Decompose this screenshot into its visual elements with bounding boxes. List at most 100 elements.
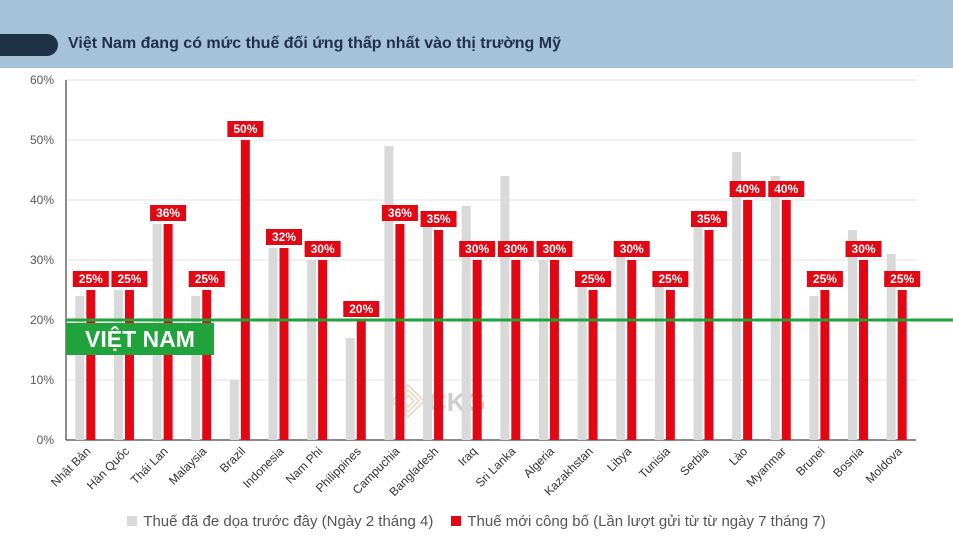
- y-tick-label: 30%: [30, 253, 54, 267]
- data-label: 25%: [890, 272, 914, 286]
- legend-swatch-previous: [127, 516, 138, 526]
- x-tick-label: Algeria: [521, 444, 558, 481]
- data-label-box: [381, 205, 418, 221]
- reference-label: VIỆT NAM: [85, 325, 195, 352]
- data-label: 35%: [427, 212, 451, 226]
- x-tick-label: Serbia: [677, 444, 712, 479]
- x-tick-label: Thái Lan: [128, 444, 171, 487]
- x-tick-label: Indonesia: [240, 444, 287, 491]
- bar-previous: [461, 206, 471, 440]
- bar-new: [627, 260, 637, 440]
- data-label: 25%: [79, 272, 103, 286]
- legend-label-previous: Thuế đã đe dọa trước đây (Ngày 2 tháng 4…: [143, 512, 434, 530]
- x-tick-label: Brunei: [793, 444, 827, 478]
- data-label-box: [304, 241, 341, 257]
- x-tick-label: Myanmar: [744, 444, 789, 489]
- bar-previous: [500, 176, 510, 440]
- x-tick-label: Hàn Quốc: [84, 444, 132, 492]
- data-label: 50%: [233, 122, 257, 136]
- data-label: 36%: [156, 206, 180, 220]
- bar-previous: [113, 290, 123, 440]
- data-label-box: [652, 271, 689, 287]
- bar-new: [318, 260, 328, 440]
- data-label: 25%: [581, 272, 605, 286]
- legend-swatch-new: [451, 516, 462, 526]
- bar-previous: [384, 146, 394, 440]
- data-label-box: [729, 181, 766, 197]
- data-label-box: [188, 271, 225, 287]
- y-tick-label: 20%: [30, 313, 54, 327]
- bar-previous: [307, 260, 317, 440]
- data-label-box: [420, 211, 457, 227]
- bar-new: [434, 230, 444, 440]
- bar-new: [240, 140, 250, 440]
- bar-new: [588, 290, 598, 440]
- data-label-box: [536, 241, 573, 257]
- data-label: 30%: [311, 242, 335, 256]
- legend-label-new: Thuế mới công bố (Lần lượt gửi từ từ ngà…: [467, 512, 826, 530]
- bar-new: [124, 290, 134, 440]
- data-label-box: [884, 271, 921, 287]
- data-label: 20%: [349, 302, 373, 316]
- data-label: 30%: [465, 242, 489, 256]
- bar-new: [395, 224, 405, 440]
- bar-new: [279, 248, 289, 440]
- data-label-box: [497, 241, 534, 257]
- x-tick-label: Malaysia: [166, 444, 210, 488]
- bar-new: [511, 260, 521, 440]
- data-label-box: [768, 181, 805, 197]
- y-tick-label: 40%: [30, 193, 54, 207]
- header-bar: Việt Nam đang có mức thuế đối ứng thấp n…: [0, 0, 953, 68]
- y-tick-label: 0%: [37, 433, 55, 447]
- x-tick-label: Brazil: [217, 444, 248, 475]
- bar-previous: [809, 296, 819, 440]
- x-tick-label: Iraq: [455, 444, 480, 469]
- bar-previous: [770, 176, 780, 440]
- bar-new: [820, 290, 830, 440]
- bar-new: [704, 230, 714, 440]
- data-label: 40%: [736, 182, 760, 196]
- data-label: 40%: [774, 182, 798, 196]
- bar-new: [859, 260, 869, 440]
- chart-title: Việt Nam đang có mức thuế đối ứng thấp n…: [68, 35, 561, 52]
- bar-previous: [229, 380, 239, 440]
- bar-new: [86, 290, 96, 440]
- data-label: 30%: [852, 242, 876, 256]
- bar-previous: [423, 218, 433, 440]
- data-label: 36%: [388, 206, 412, 220]
- data-label-box: [613, 241, 650, 257]
- bar-new: [549, 260, 559, 440]
- reference-label-box: [66, 323, 214, 355]
- bar-previous: [654, 272, 664, 440]
- bar-previous: [268, 248, 278, 440]
- bar-previous: [848, 230, 858, 440]
- data-label: 25%: [658, 272, 682, 286]
- data-label: 25%: [117, 272, 141, 286]
- data-label-box: [575, 271, 612, 287]
- data-label: 30%: [620, 242, 644, 256]
- x-tick-label: Libya: [604, 444, 634, 474]
- legend-item-new: Thuế mới công bố (Lần lượt gửi từ từ ngà…: [451, 512, 826, 530]
- data-label-box: [845, 241, 882, 257]
- bar-new: [665, 290, 675, 440]
- data-label-box: [691, 211, 727, 227]
- bar-previous: [191, 296, 201, 440]
- bar-previous: [538, 260, 548, 440]
- data-label-box: [150, 205, 187, 221]
- data-label: 30%: [504, 242, 528, 256]
- bar-previous: [345, 338, 355, 440]
- bar-previous: [577, 278, 587, 440]
- x-tick-label: Sri Lanka: [473, 444, 519, 490]
- bar-new: [202, 290, 212, 440]
- header-accent: [0, 34, 58, 56]
- legend: Thuế đã đe dọa trước đây (Ngày 2 tháng 4…: [0, 510, 953, 532]
- data-label-box: [266, 229, 302, 245]
- data-label: 35%: [697, 212, 721, 226]
- data-label-box: [227, 121, 264, 137]
- y-tick-label: 60%: [30, 73, 54, 87]
- bar-previous: [75, 296, 85, 440]
- data-label-box: [459, 241, 496, 257]
- data-label: 32%: [272, 230, 296, 244]
- bar-new: [472, 260, 482, 440]
- bar-previous: [616, 254, 626, 440]
